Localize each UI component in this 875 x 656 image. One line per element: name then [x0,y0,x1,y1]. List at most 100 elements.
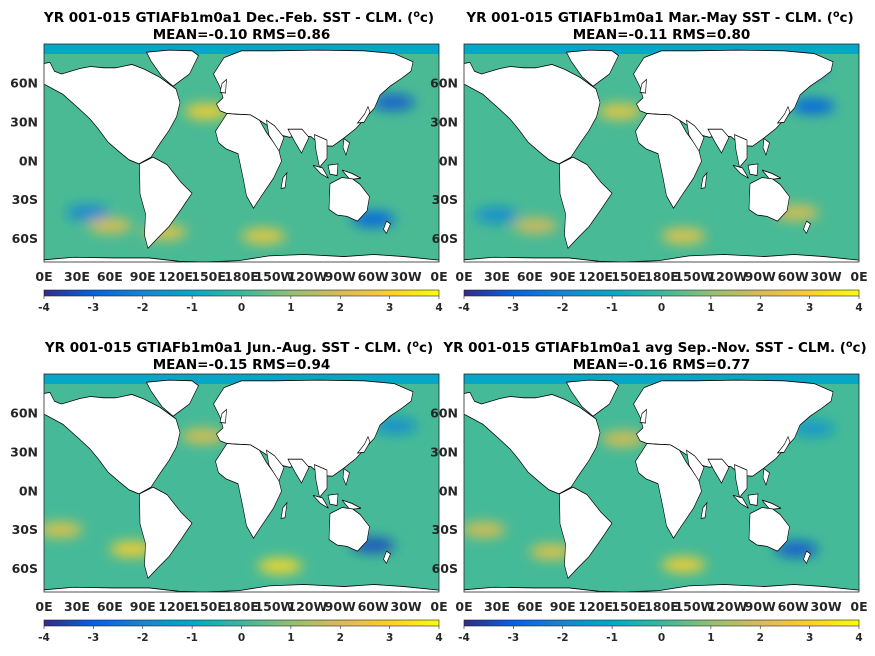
anomaly-feature [44,521,83,538]
colorbar-gradient [463,619,860,627]
x-tick-label: 30W [810,269,841,284]
anomaly-feature [601,430,646,447]
colorbar-tick-label: -2 [557,302,569,314]
colorbar: -4 -3 -2 -1 0 1 2 3 4 [458,289,863,314]
anomaly-feature [257,558,302,575]
colorbar-tick-label: -4 [458,302,470,314]
colorbar-tick-label: 2 [337,302,344,314]
colorbar-tick-label: 0 [658,632,665,644]
panel-title: YR 001-015 GTIAFb1m0a1 Jun.-Aug. SST - C… [44,339,433,356]
anomaly-feature [87,217,132,234]
x-tick-label: 60E [517,269,543,284]
x-tick-label: 150W [254,269,294,284]
colorbar-tick-label: 3 [806,632,813,644]
colorbar-tick-label: 4 [855,302,862,314]
arctic-strip [44,374,439,384]
x-tick-label: 180E [644,269,679,284]
panel-title: YR 001-015 GTIAFb1m0a1 Mar.-May SST - CL… [465,9,853,26]
x-tick-label: 30E [484,269,510,284]
y-tick-label: 60S [432,561,458,576]
colorbar-gradient [463,289,860,297]
colorbar-tick-label: 4 [435,632,442,644]
colorbar-tick-label: 2 [757,632,764,644]
x-tick-label: 150E [611,599,646,614]
map-frame [463,43,860,263]
colorbar-tick-label: 2 [757,302,764,314]
anomaly-feature [529,543,574,560]
y-tick-label: 0N [19,153,38,168]
colorbar-tick-label: 0 [238,632,245,644]
x-tick-label: 180E [224,269,259,284]
panel-subtitle: MEAN=-0.10 RMS=0.86 [153,27,331,43]
anomaly-feature [513,217,558,234]
colorbar-tick-label: -3 [88,632,100,644]
anomaly-feature [474,207,519,224]
colorbar-gradient [43,619,440,627]
map-frame [43,373,440,593]
x-tick-label: 180E [224,599,259,614]
anomaly-feature [184,103,229,120]
colorbar-tick-label: -1 [606,632,618,644]
y-tick-label: 30N [430,114,458,129]
x-tick-label: 30E [64,599,90,614]
colorbar-tick-label: 1 [287,632,294,644]
x-tick-label: 150W [674,269,714,284]
x-tick-label: 90E [550,599,576,614]
y-tick-label: 30S [432,192,458,207]
x-tick-label: 0E [430,269,447,284]
arctic-strip [464,374,859,384]
x-tick-label: 0E [850,599,867,614]
x-tick-label: 30E [484,599,510,614]
x-tick-label: 90W [745,269,776,284]
colorbar-tick-label: -2 [557,632,569,644]
colorbar-tick-label: -1 [606,302,618,314]
colorbar-tick-label: -4 [458,632,470,644]
anomaly-feature [241,228,286,245]
sst-anomaly-map [44,44,439,262]
x-tick-label: 90W [745,599,776,614]
anomaly-feature [661,228,706,245]
panel-subtitle: MEAN=-0.16 RMS=0.77 [573,357,751,373]
y-tick-label: 0N [439,483,458,498]
anomaly-blobs [464,420,835,573]
sst-anomaly-map [464,44,859,262]
map-panel-3: YR 001-015 GTIAFb1m0a1 Jun.-Aug. SST - C… [10,339,447,644]
colorbar-tick-label: 3 [386,632,393,644]
y-tick-label: 30S [12,192,38,207]
colorbar-tick-label: -4 [38,302,50,314]
x-tick-label: 150W [674,599,714,614]
anomaly-feature [597,103,642,120]
x-tick-label: 90E [550,269,576,284]
anomaly-feature [790,98,835,115]
colorbar-tick-label: 4 [435,302,442,314]
colorbar-tick-label: -3 [88,302,100,314]
x-tick-label: 120E [158,599,193,614]
anomaly-feature [661,556,706,573]
colorbar: -4 -3 -2 -1 0 1 2 3 4 [38,289,443,314]
x-tick-label: 120W [287,269,327,284]
y-tick-label: 30S [12,522,38,537]
anomaly-feature [109,541,154,558]
colorbar: -4 -3 -2 -1 0 1 2 3 4 [38,619,443,644]
y-tick-label: 60N [430,405,458,420]
colorbar-tick-label: -2 [137,302,149,314]
anomaly-feature [181,428,226,445]
x-tick-label: 150E [611,269,646,284]
colorbar-tick-label: 3 [386,302,393,314]
x-tick-label: 30E [64,269,90,284]
y-tick-label: 30N [10,114,38,129]
x-tick-label: 30W [810,599,841,614]
y-tick-label: 60S [12,231,38,246]
colorbar-tick-label: 1 [287,302,294,314]
x-tick-label: 120E [158,269,193,284]
anomaly-feature [370,94,415,111]
x-tick-label: 0E [850,269,867,284]
x-tick-label: 60E [97,269,123,284]
colorbar-tick-label: 0 [658,302,665,314]
x-tick-label: 90W [325,599,356,614]
y-tick-label: 0N [439,153,458,168]
x-tick-label: 0E [455,269,472,284]
x-tick-label: 0E [35,269,52,284]
x-tick-label: 120E [578,269,613,284]
map-panel-2: YR 001-015 GTIAFb1m0a1 Mar.-May SST - CL… [430,9,867,314]
